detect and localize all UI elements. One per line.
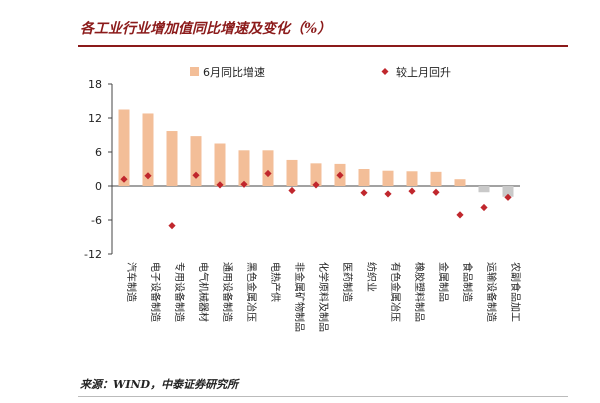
x-tick-label: 非金属矿物制品 [293, 262, 306, 332]
y-tick-label: 12 [88, 112, 102, 125]
x-tick-label: 运输设备制造 [485, 262, 498, 322]
bar-黑色金属冶压 [238, 150, 250, 186]
marker-农副食品加工 [504, 193, 512, 201]
y-tick-label: 6 [95, 146, 102, 159]
marker-通用设备制造 [216, 181, 224, 189]
marker-电气机械器材 [192, 171, 200, 179]
x-tick-label: 橡胶塑料制品 [413, 262, 426, 322]
x-tick-label: 金属制品 [437, 262, 450, 302]
x-tick-label: 通用设备制造 [221, 262, 234, 322]
marker-非金属矿物制品 [288, 186, 296, 195]
marker-运输设备制造 [480, 203, 488, 212]
x-tick-label: 有色金属冶压 [389, 262, 402, 322]
y-tick-label: 18 [88, 78, 102, 91]
marker-电热产供 [264, 169, 272, 178]
bar-电气机械器材 [190, 136, 202, 186]
bar-运输设备制造 [478, 186, 490, 193]
marker-金属制品 [432, 188, 440, 196]
x-tick-label: 专用设备制造 [173, 262, 186, 322]
bar-电热产供 [262, 150, 274, 186]
x-tick-label: 电热产供 [269, 262, 282, 302]
marker-医药制造 [336, 171, 344, 179]
bar-化学原料及制品 [310, 163, 322, 186]
x-tick-label: 电气机械器材 [197, 262, 210, 322]
marker-化学原料及制品 [312, 181, 320, 189]
bar-纺织业 [358, 169, 370, 186]
marker-黑色金属冶压 [240, 180, 248, 188]
bar-橡胶塑料制品 [406, 171, 418, 186]
source-divider [78, 396, 568, 397]
x-tick-label: 纺织业 [365, 262, 378, 292]
y-tick-label: -12 [84, 248, 102, 261]
chart-title: 各工业行业增加值同比增速及变化（%） [80, 21, 332, 37]
marker-专用设备制造 [168, 222, 176, 230]
legend-label-marker: 较上月回升 [396, 65, 451, 79]
marker-有色金属冶压 [384, 190, 392, 198]
x-tick-label: 农副食品加工 [509, 262, 522, 322]
bar-有色金属冶压 [382, 170, 394, 186]
bar-通用设备制造 [214, 143, 226, 186]
x-tick-label: 医药制造 [341, 262, 354, 302]
legend-swatch-marker [381, 68, 389, 75]
marker-食品制造 [456, 211, 464, 219]
y-tick-label: 0 [95, 180, 102, 193]
x-tick-label: 黑色金属冶压 [245, 262, 258, 322]
y-tick-label: -6 [91, 214, 102, 227]
bar-金属制品 [430, 171, 442, 186]
bar-农副食品加工 [502, 186, 514, 197]
marker-电子设备制造 [144, 172, 152, 180]
x-tick-label: 食品制造 [461, 262, 474, 302]
legend-label-bar: 6月同比增速 [203, 65, 265, 79]
bar-汽车制造 [118, 109, 130, 186]
bar-专用设备制造 [166, 131, 178, 186]
bar-电子设备制造 [142, 113, 154, 186]
x-tick-label: 汽车制造 [125, 262, 138, 302]
x-tick-label: 化学原料及制品 [317, 262, 330, 332]
marker-汽车制造 [120, 175, 128, 183]
title-divider [78, 45, 568, 47]
source-note: 来源：WIND，中泰证券研究所 [80, 378, 239, 391]
x-tick-label: 电子设备制造 [149, 262, 162, 322]
marker-纺织业 [360, 189, 368, 197]
bar-非金属矿物制品 [286, 159, 298, 186]
marker-橡胶塑料制品 [408, 187, 416, 195]
bar-食品制造 [454, 179, 466, 186]
legend-swatch-bar [190, 67, 199, 76]
